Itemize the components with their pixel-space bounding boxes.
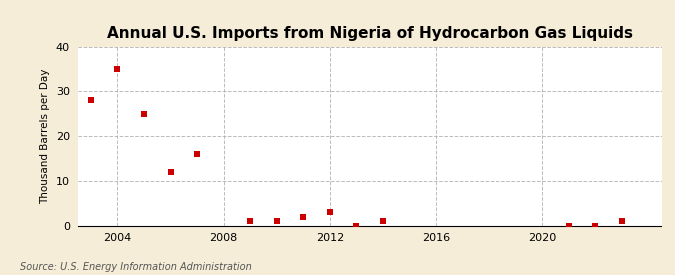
Y-axis label: Thousand Barrels per Day: Thousand Barrels per Day (40, 68, 51, 204)
Point (298, 214, 308, 219)
Point (112, 67, 123, 71)
Point (245, 219, 256, 223)
Point (351, 223, 362, 228)
Point (271, 219, 282, 223)
Point (192, 152, 202, 156)
Point (377, 219, 388, 223)
Point (590, 223, 601, 228)
Point (616, 219, 627, 223)
Title: Annual U.S. Imports from Nigeria of Hydrocarbon Gas Liquids: Annual U.S. Imports from Nigeria of Hydr… (107, 26, 632, 42)
Point (563, 223, 574, 228)
Point (165, 170, 176, 174)
Point (325, 210, 335, 214)
Point (86, 98, 97, 103)
Text: Source: U.S. Energy Information Administration: Source: U.S. Energy Information Administ… (20, 262, 252, 272)
Point (138, 112, 149, 116)
